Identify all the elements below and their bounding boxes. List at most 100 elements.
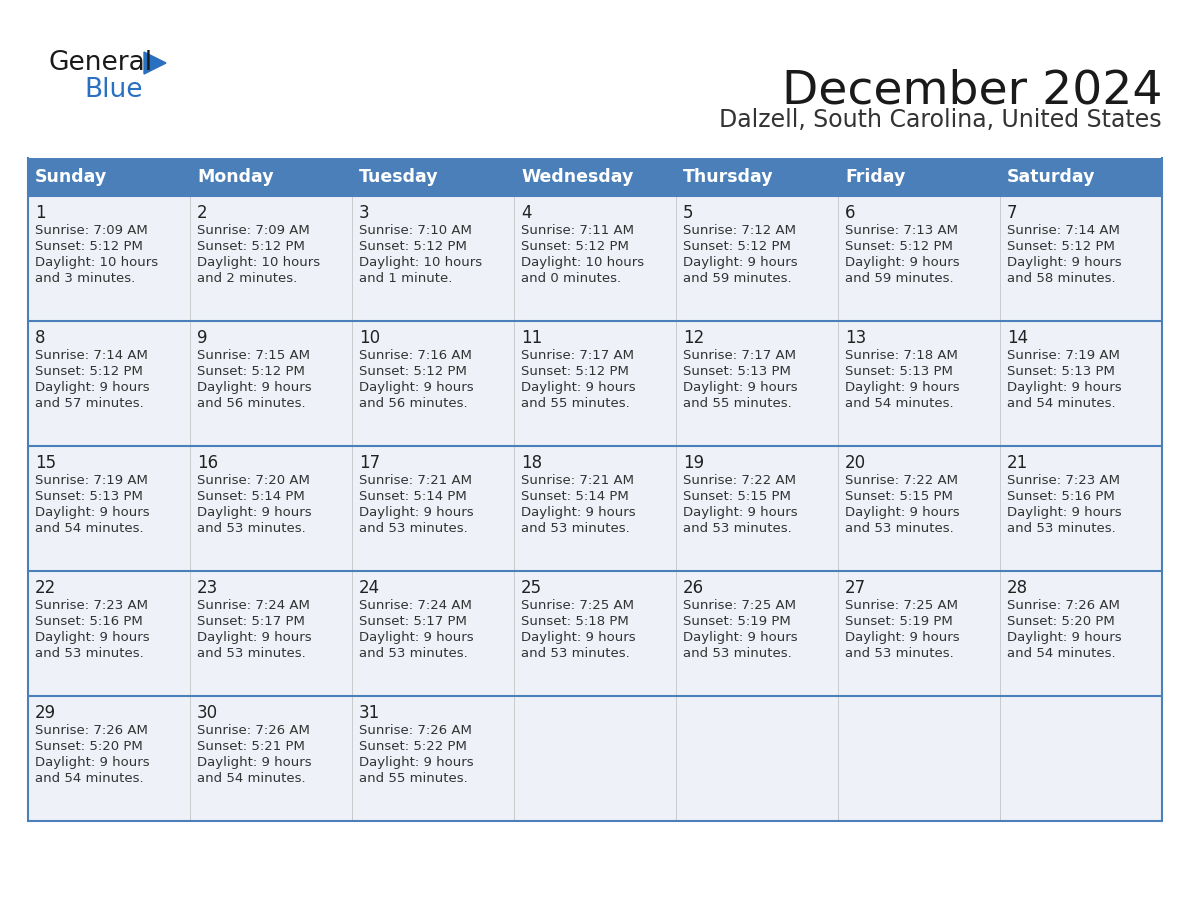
- Text: 1: 1: [34, 204, 45, 222]
- Text: 21: 21: [1007, 454, 1029, 472]
- Text: Sunset: 5:12 PM: Sunset: 5:12 PM: [845, 240, 953, 253]
- Bar: [29, 696, 190, 821]
- Text: and 54 minutes.: and 54 minutes.: [845, 397, 954, 410]
- Text: 27: 27: [845, 579, 866, 597]
- Text: Daylight: 10 hours: Daylight: 10 hours: [522, 256, 644, 269]
- Text: 13: 13: [845, 329, 866, 347]
- Text: Sunrise: 7:17 AM: Sunrise: 7:17 AM: [522, 349, 634, 362]
- Text: Blue: Blue: [84, 77, 143, 103]
- Bar: [676, 696, 838, 821]
- Text: 12: 12: [683, 329, 704, 347]
- Text: Sunset: 5:22 PM: Sunset: 5:22 PM: [359, 740, 467, 753]
- Text: 20: 20: [845, 454, 866, 472]
- Text: Sunrise: 7:26 AM: Sunrise: 7:26 AM: [197, 724, 310, 737]
- Text: Sunset: 5:12 PM: Sunset: 5:12 PM: [197, 365, 305, 378]
- Bar: [29, 571, 190, 696]
- Text: 18: 18: [522, 454, 542, 472]
- Bar: [190, 196, 352, 321]
- Bar: [352, 158, 514, 196]
- Bar: [1000, 446, 1162, 571]
- Text: Sunrise: 7:19 AM: Sunrise: 7:19 AM: [34, 474, 147, 487]
- Bar: [1000, 571, 1162, 696]
- Text: Sunset: 5:13 PM: Sunset: 5:13 PM: [34, 490, 143, 503]
- Text: Sunset: 5:16 PM: Sunset: 5:16 PM: [1007, 490, 1114, 503]
- Text: Daylight: 9 hours: Daylight: 9 hours: [522, 631, 636, 644]
- Text: and 53 minutes.: and 53 minutes.: [522, 522, 630, 535]
- Text: Sunset: 5:17 PM: Sunset: 5:17 PM: [359, 615, 467, 628]
- Bar: [352, 321, 514, 446]
- Text: and 54 minutes.: and 54 minutes.: [1007, 397, 1116, 410]
- Text: and 55 minutes.: and 55 minutes.: [683, 397, 791, 410]
- Text: and 53 minutes.: and 53 minutes.: [845, 522, 954, 535]
- Text: Sunset: 5:12 PM: Sunset: 5:12 PM: [683, 240, 791, 253]
- Text: and 53 minutes.: and 53 minutes.: [683, 647, 791, 660]
- Bar: [676, 321, 838, 446]
- Text: and 55 minutes.: and 55 minutes.: [522, 397, 630, 410]
- Text: Daylight: 10 hours: Daylight: 10 hours: [34, 256, 158, 269]
- Text: Sunset: 5:14 PM: Sunset: 5:14 PM: [359, 490, 467, 503]
- Bar: [676, 196, 838, 321]
- Text: and 53 minutes.: and 53 minutes.: [683, 522, 791, 535]
- Text: Daylight: 9 hours: Daylight: 9 hours: [34, 506, 150, 519]
- Text: Saturday: Saturday: [1007, 168, 1095, 186]
- Bar: [838, 696, 1000, 821]
- Bar: [1000, 158, 1162, 196]
- Text: and 56 minutes.: and 56 minutes.: [197, 397, 305, 410]
- Text: and 2 minutes.: and 2 minutes.: [197, 272, 297, 285]
- Text: Sunset: 5:20 PM: Sunset: 5:20 PM: [1007, 615, 1114, 628]
- Text: Daylight: 9 hours: Daylight: 9 hours: [197, 756, 311, 769]
- Text: and 53 minutes.: and 53 minutes.: [197, 647, 305, 660]
- Bar: [190, 571, 352, 696]
- Text: Daylight: 9 hours: Daylight: 9 hours: [34, 381, 150, 394]
- Bar: [838, 446, 1000, 571]
- Text: and 0 minutes.: and 0 minutes.: [522, 272, 621, 285]
- Bar: [1000, 196, 1162, 321]
- Text: and 53 minutes.: and 53 minutes.: [359, 647, 468, 660]
- Text: Daylight: 9 hours: Daylight: 9 hours: [845, 381, 960, 394]
- Text: Sunrise: 7:24 AM: Sunrise: 7:24 AM: [359, 599, 472, 612]
- Text: Daylight: 9 hours: Daylight: 9 hours: [845, 631, 960, 644]
- Text: Sunrise: 7:10 AM: Sunrise: 7:10 AM: [359, 224, 472, 237]
- Text: Dalzell, South Carolina, United States: Dalzell, South Carolina, United States: [720, 108, 1162, 132]
- Text: 19: 19: [683, 454, 704, 472]
- Text: Daylight: 9 hours: Daylight: 9 hours: [1007, 256, 1121, 269]
- Text: 17: 17: [359, 454, 380, 472]
- Text: December 2024: December 2024: [782, 68, 1162, 113]
- Text: and 58 minutes.: and 58 minutes.: [1007, 272, 1116, 285]
- Text: Sunrise: 7:21 AM: Sunrise: 7:21 AM: [359, 474, 472, 487]
- Text: Sunset: 5:14 PM: Sunset: 5:14 PM: [522, 490, 628, 503]
- Bar: [1000, 321, 1162, 446]
- Text: Tuesday: Tuesday: [359, 168, 438, 186]
- Text: Sunrise: 7:25 AM: Sunrise: 7:25 AM: [683, 599, 796, 612]
- Text: 16: 16: [197, 454, 219, 472]
- Bar: [1000, 696, 1162, 821]
- Text: Daylight: 9 hours: Daylight: 9 hours: [359, 756, 474, 769]
- Text: 3: 3: [359, 204, 369, 222]
- Text: Daylight: 9 hours: Daylight: 9 hours: [359, 381, 474, 394]
- Text: Sunset: 5:15 PM: Sunset: 5:15 PM: [845, 490, 953, 503]
- Text: 15: 15: [34, 454, 56, 472]
- Text: Daylight: 9 hours: Daylight: 9 hours: [1007, 506, 1121, 519]
- Text: and 53 minutes.: and 53 minutes.: [359, 522, 468, 535]
- Bar: [514, 696, 676, 821]
- Text: Sunrise: 7:19 AM: Sunrise: 7:19 AM: [1007, 349, 1120, 362]
- Text: Sunset: 5:13 PM: Sunset: 5:13 PM: [845, 365, 953, 378]
- Text: Sunset: 5:19 PM: Sunset: 5:19 PM: [845, 615, 953, 628]
- Text: Sunset: 5:15 PM: Sunset: 5:15 PM: [683, 490, 791, 503]
- Text: and 54 minutes.: and 54 minutes.: [34, 522, 144, 535]
- Bar: [514, 446, 676, 571]
- Bar: [838, 158, 1000, 196]
- Text: and 53 minutes.: and 53 minutes.: [1007, 522, 1116, 535]
- Text: Daylight: 9 hours: Daylight: 9 hours: [522, 381, 636, 394]
- Text: and 57 minutes.: and 57 minutes.: [34, 397, 144, 410]
- Text: 5: 5: [683, 204, 694, 222]
- Bar: [29, 158, 190, 196]
- Text: 28: 28: [1007, 579, 1028, 597]
- Text: Sunrise: 7:26 AM: Sunrise: 7:26 AM: [34, 724, 147, 737]
- Text: 11: 11: [522, 329, 542, 347]
- Text: and 54 minutes.: and 54 minutes.: [34, 772, 144, 785]
- Text: Sunrise: 7:15 AM: Sunrise: 7:15 AM: [197, 349, 310, 362]
- Text: Sunset: 5:16 PM: Sunset: 5:16 PM: [34, 615, 143, 628]
- Text: Daylight: 9 hours: Daylight: 9 hours: [34, 756, 150, 769]
- Text: Sunset: 5:12 PM: Sunset: 5:12 PM: [522, 240, 628, 253]
